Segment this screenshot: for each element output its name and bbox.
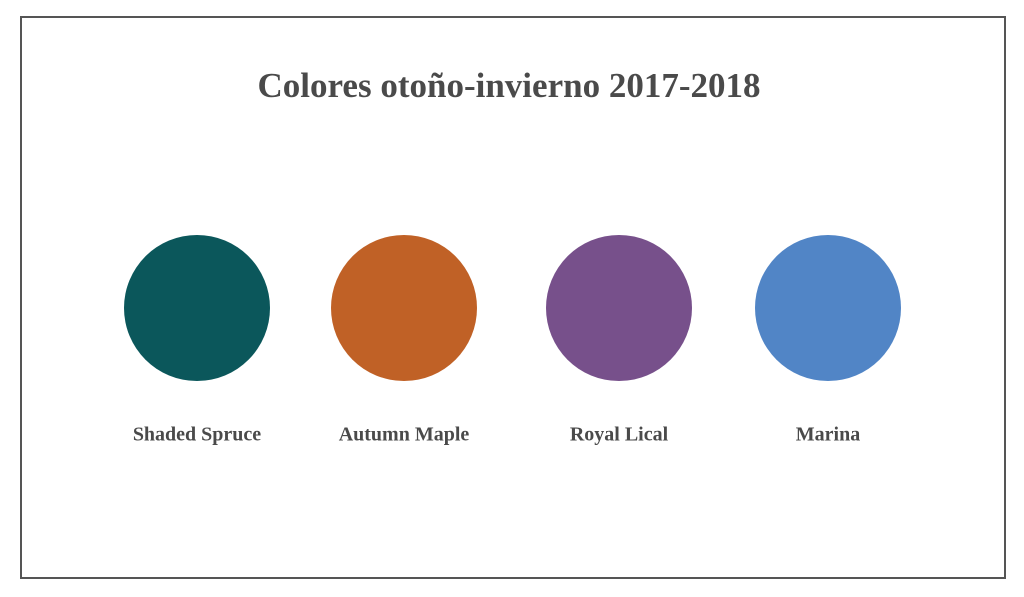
color-swatch bbox=[546, 235, 692, 381]
color-swatch bbox=[755, 235, 901, 381]
color-swatch bbox=[124, 235, 270, 381]
swatch-name: Royal Lical bbox=[570, 424, 669, 446]
color-swatch bbox=[331, 235, 477, 381]
swatch-name: Shaded Spruce bbox=[133, 424, 261, 446]
swatch-name: Autumn Maple bbox=[339, 424, 470, 446]
swatch-name: Marina bbox=[796, 424, 860, 446]
title: Colores otoño-invierno 2017-2018 bbox=[258, 66, 761, 105]
